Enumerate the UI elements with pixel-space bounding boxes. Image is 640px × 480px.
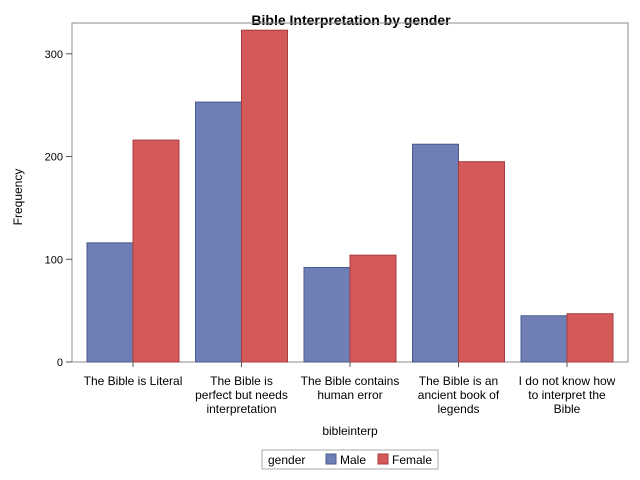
y-tick-label-1: 100 <box>45 254 63 266</box>
legend: gender Male Female <box>261 449 439 470</box>
x-tick-label-3: The Bible is an ancient book of legends <box>418 374 500 416</box>
bar-female-1 <box>241 29 288 363</box>
bar-female-4 <box>566 313 614 363</box>
y-tick-label-3: 300 <box>45 49 63 61</box>
legend-label-female: Female <box>392 453 432 467</box>
legend-title: gender <box>268 453 305 467</box>
y-axis-label: Frequency <box>11 169 25 226</box>
legend-label-male: Male <box>340 453 366 467</box>
legend-swatch-male <box>325 453 337 465</box>
x-tick-label-1: The Bible is perfect but needs interpretat… <box>195 374 288 416</box>
legend-swatch-female <box>377 453 389 465</box>
y-tick-label-2: 200 <box>45 152 63 164</box>
bars-layer <box>86 29 614 363</box>
x-tick-label-2: The Bible contains human error <box>301 374 400 402</box>
legend-frame <box>261 449 439 470</box>
x-tick-label-0: The Bible is Literal <box>84 374 183 388</box>
chart-title: Bible Interpretation by gender <box>251 12 451 28</box>
x-axis-label: bibleinterp <box>322 424 378 438</box>
bar-female-0 <box>132 139 180 363</box>
y-tick-label-0: 0 <box>57 357 63 369</box>
bar-male-2 <box>303 266 351 363</box>
y-axis: 0 100 200 300 <box>45 49 72 369</box>
x-tick-label-4: I do not know how to interpret the Bible <box>519 374 616 416</box>
bar-male-4 <box>520 315 568 363</box>
x-axis: The Bible is Literal The Bible is perfect … <box>84 362 616 416</box>
bar-male-3 <box>412 143 459 363</box>
bar-male-1 <box>195 101 242 363</box>
bar-male-0 <box>86 242 134 363</box>
bar-female-3 <box>458 161 505 363</box>
bar-female-2 <box>349 254 397 363</box>
